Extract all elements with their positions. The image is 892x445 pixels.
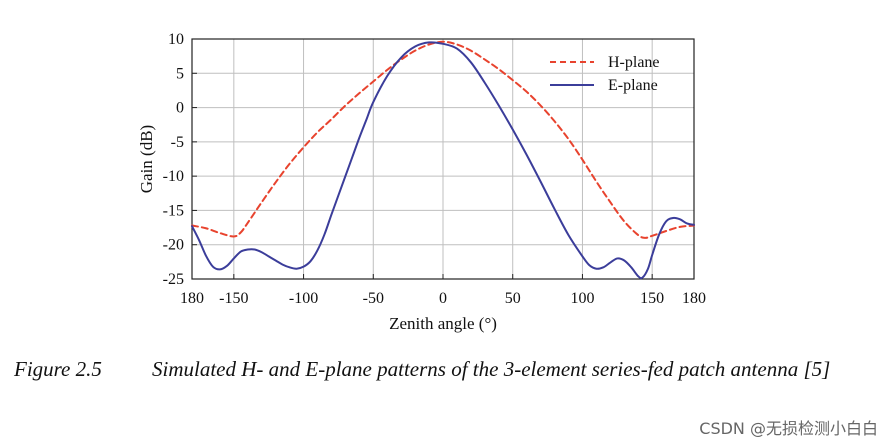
y-tick-label: -10	[163, 168, 184, 185]
x-tick-label: -150	[219, 290, 248, 307]
y-axis-label: Gain (dB)	[137, 125, 156, 193]
y-tick-label: -5	[171, 134, 184, 151]
x-tick-label: 180	[682, 290, 706, 307]
legend-label-h-plane: H-plane	[608, 54, 660, 71]
x-tick-label: 0	[439, 290, 447, 307]
x-tick-label: 180	[180, 290, 204, 307]
legend-label-e-plane: E-plane	[608, 77, 658, 94]
x-tick-label: 100	[570, 290, 594, 307]
legend: H-plane E-plane	[550, 54, 660, 94]
y-tick-label: -15	[163, 202, 184, 219]
caption-text: Simulated H- and E-plane patterns of the…	[152, 357, 831, 381]
y-tick-label: 0	[176, 100, 184, 117]
series-lines	[191, 40, 695, 280]
series-line-h-plane	[191, 40, 695, 239]
y-tick-label: 5	[176, 65, 184, 82]
x-tick-label: -50	[363, 290, 384, 307]
x-tick-label: 50	[505, 290, 521, 307]
y-tick-label: -20	[163, 237, 184, 254]
grid-lines	[192, 39, 694, 279]
series-line-e-plane	[191, 41, 695, 280]
axis-ticks: 180 -150 -100 -50 0 50 100 150 1801050-5-10-15-2…	[163, 31, 706, 307]
x-tick-label: 150	[640, 290, 664, 307]
x-tick-label: -100	[289, 290, 318, 307]
x-axis-label: Zenith angle (°)	[389, 314, 497, 333]
caption-label: Figure 2.5	[14, 357, 102, 381]
y-tick-label: -25	[163, 271, 184, 288]
y-tick-label: 10	[168, 31, 184, 48]
watermark: CSDN @无损检测小白白	[699, 419, 878, 438]
gain-pattern-chart: 180 -150 -100 -50 0 50 100 150 1801050-5-10-15-2…	[137, 31, 706, 333]
